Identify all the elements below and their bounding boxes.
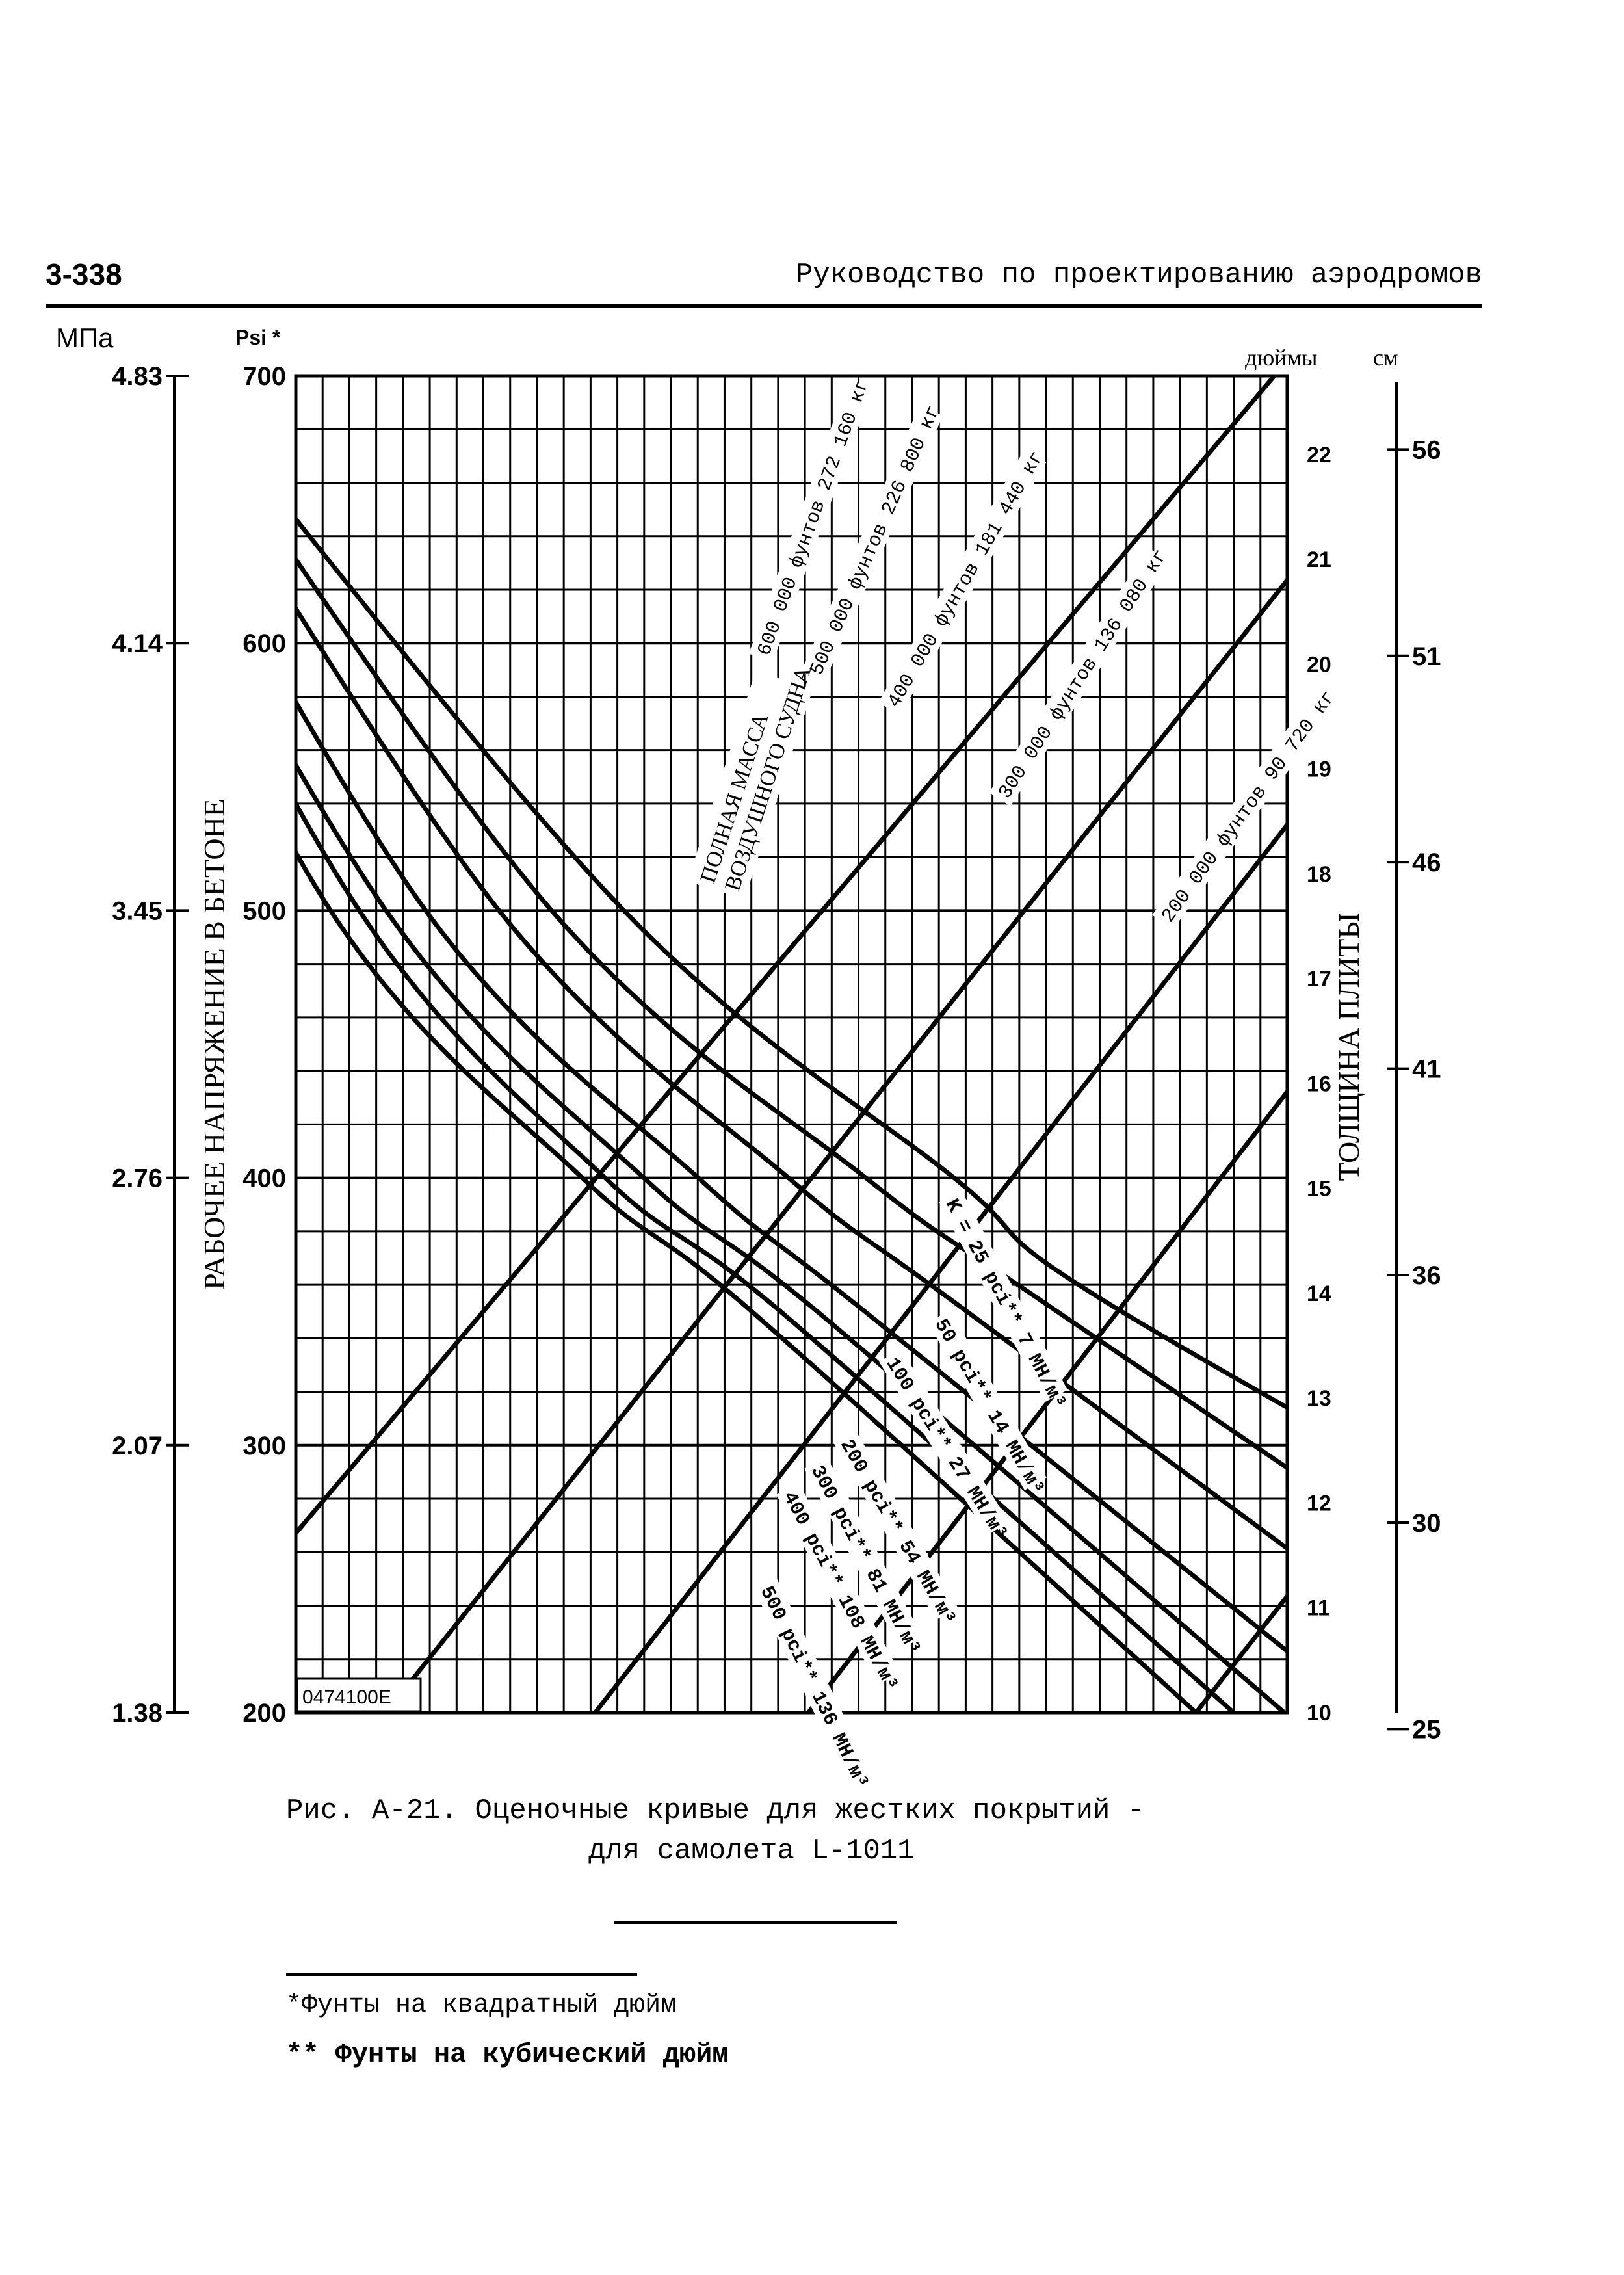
psi-tick-label: 400 (242, 1164, 286, 1193)
k-curve-5 (296, 760, 1286, 1713)
psi-tick-label: 500 (242, 897, 286, 925)
mpa-tick-label: 2.76 (112, 1164, 163, 1193)
mpa-axis-unit: МПа (56, 322, 114, 353)
psi-tick-label: 600 (242, 629, 286, 658)
psi-axis-unit: Psi * (235, 326, 281, 349)
inches-tick-label: 21 (1307, 547, 1331, 572)
psi-tick-label: 700 (242, 362, 286, 391)
inches-tick-label: 10 (1307, 1701, 1331, 1726)
k-curve-3 (296, 604, 1287, 1551)
caption-rule (614, 1921, 897, 1924)
inches-tick-label: 11 (1307, 1596, 1330, 1621)
inches-tick-label: 16 (1307, 1072, 1331, 1096)
inches-tick-label: 14 (1307, 1282, 1331, 1306)
page-title: Руководство по проектированию аэродромов (795, 259, 1482, 291)
cm-tick-label: 51 (1412, 642, 1441, 671)
inches-tick-label: 13 (1307, 1386, 1331, 1411)
inches-tick-label: 20 (1307, 652, 1331, 677)
k-curve-6 (296, 799, 1235, 1713)
figure-caption-line1: Рис. А-21. Оценочные кривые для жестких … (286, 1795, 1145, 1827)
mpa-tick-label: 2.07 (112, 1432, 163, 1460)
mpa-tick-label: 4.83 (112, 362, 163, 391)
k-curve-7 (296, 848, 1198, 1713)
figure-id-label: 0474100E (302, 1687, 391, 1708)
cm-tick-label: 36 (1412, 1261, 1441, 1290)
header-rule (46, 304, 1482, 308)
k-curve-label-7-backing (753, 1577, 871, 1783)
mass-line-label-1-backing (748, 379, 872, 663)
psi-tick-label: 300 (242, 1432, 286, 1460)
psi-tick-label: 200 (242, 1699, 286, 1728)
footnote-rule (286, 1973, 637, 1976)
mpa-tick-label: 1.38 (112, 1699, 163, 1728)
inches-axis-title: ТОЛЩИНА ПЛИТЫ (1332, 912, 1365, 1181)
plot-frame (294, 374, 1289, 1715)
cm-tick-label: 46 (1412, 848, 1441, 877)
cm-tick-label: 56 (1412, 436, 1441, 464)
k-curve-label-3-backing (879, 1348, 1009, 1536)
mass-line-4 (806, 1088, 1287, 1713)
inches-tick-label: 17 (1307, 967, 1331, 992)
mass-line-1 (296, 376, 1276, 1537)
mass-line-label-3-backing (878, 449, 1047, 715)
k-curve-label-5-backing (804, 1456, 923, 1650)
mass-line-label-1: 600 000 фунтов 272 160 кг (753, 376, 874, 659)
mass-line-label-5-backing (1152, 687, 1338, 930)
k-curve-2 (296, 555, 1287, 1471)
inches-tick-label: 22 (1307, 443, 1331, 467)
cm-axis-unit: см (1373, 345, 1398, 371)
mpa-tick-label: 4.14 (112, 629, 163, 658)
mpa-tick-label: 3.45 (112, 897, 163, 925)
mass-line-label-1-group: 600 000 фунтов 272 160 кг (748, 376, 874, 663)
cm-tick-label: 41 (1412, 1055, 1441, 1084)
mass-line-3 (593, 821, 1287, 1713)
k-curve-label-6-backing (776, 1482, 900, 1685)
cm-tick-label: 30 (1412, 1509, 1441, 1538)
mass-line-label-4-group: 300 000 фунтов 136 080 кг (989, 546, 1173, 806)
mass-line-label-4-backing (989, 547, 1170, 806)
page-number: 3-338 (46, 257, 122, 291)
inches-tick-label: 18 (1307, 862, 1331, 887)
footnote-pci: ** Фунты на кубический дюйм (286, 2039, 729, 2070)
inches-tick-label: 12 (1307, 1491, 1331, 1516)
psi-axis-title: РАБОЧЕЕ НАПРЯЖЕНИЕ В БЕТОНЕ (198, 798, 231, 1290)
k-curve-1 (296, 515, 1287, 1410)
figure-caption-line2: для самолета L-1011 (588, 1835, 915, 1867)
mass-group-backing (687, 670, 813, 900)
k-curve-label-1-backing (939, 1190, 1068, 1402)
mass-line-label-5: 200 000 фунтов 90 720 кг (1158, 687, 1341, 927)
inches-tick-label: 19 (1307, 757, 1331, 782)
inches-tick-label: 15 (1307, 1177, 1331, 1202)
k-curve-4 (296, 697, 1287, 1655)
figure-id-box (296, 1677, 422, 1713)
mass-line-label-2-backing (801, 405, 943, 683)
footnote-psi: *Фунты на квадратный дюйм (286, 1991, 677, 2020)
k-curve-label-2-backing (928, 1309, 1047, 1491)
mass-line-2 (384, 576, 1287, 1713)
k-curve-label-4-backing (833, 1430, 958, 1620)
cm-tick-label: 25 (1412, 1715, 1441, 1744)
axes-layer (166, 375, 1409, 1731)
inches-axis-unit: дюймы (1245, 345, 1317, 371)
